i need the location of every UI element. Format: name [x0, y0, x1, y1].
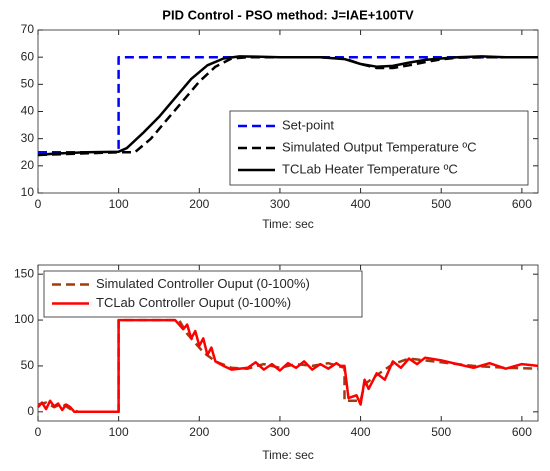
x-tick-label: 300 [270, 197, 290, 211]
x-tick-label: 400 [351, 197, 371, 211]
legend-label: TCLab Controller Ouput (0-100%) [96, 295, 291, 310]
series-line [37, 55, 538, 157]
y-tick-label: 150 [14, 266, 34, 280]
x-tick-label: 500 [431, 197, 451, 211]
y-tick-label: 100 [14, 312, 34, 326]
x-tick-label: 200 [189, 425, 209, 439]
x-tick-label: 0 [35, 197, 42, 211]
x-tick-label: 100 [109, 197, 129, 211]
x-axis-label: Time: sec [262, 217, 314, 231]
legend-box [229, 110, 529, 186]
x-tick-label: 200 [189, 197, 209, 211]
y-tick-label: 60 [21, 49, 35, 63]
x-tick-label: 500 [431, 425, 451, 439]
x-tick-label: 0 [35, 425, 42, 439]
y-tick-label: 50 [21, 358, 35, 372]
legend-label: TCLab Heater Temperature ºC [282, 161, 458, 176]
x-tick-label: 300 [270, 425, 290, 439]
y-tick-label: 0 [27, 404, 34, 418]
series-line [37, 318, 539, 414]
series-line [37, 318, 539, 414]
y-tick-label: 50 [21, 77, 35, 91]
x-tick-label: 400 [351, 425, 371, 439]
legend-label: Simulated Output Temperature ºC [282, 139, 477, 154]
x-axis-label: Time: sec [262, 448, 314, 462]
x-tick-label: 100 [109, 425, 129, 439]
y-tick-label: 40 [21, 104, 35, 118]
legend-label: Simulated Controller Ouput (0-100%) [96, 276, 310, 291]
chart-title: PID Control - PSO method: J=IAE+100TV [162, 7, 414, 22]
x-tick-label: 600 [512, 197, 532, 211]
y-tick-label: 30 [21, 131, 35, 145]
x-tick-label: 600 [512, 425, 532, 439]
legend-label: Set-point [282, 117, 334, 132]
y-tick-label: 10 [21, 185, 35, 199]
legend-box [43, 270, 363, 318]
y-tick-label: 20 [21, 158, 35, 172]
y-tick-label: 70 [21, 22, 35, 36]
